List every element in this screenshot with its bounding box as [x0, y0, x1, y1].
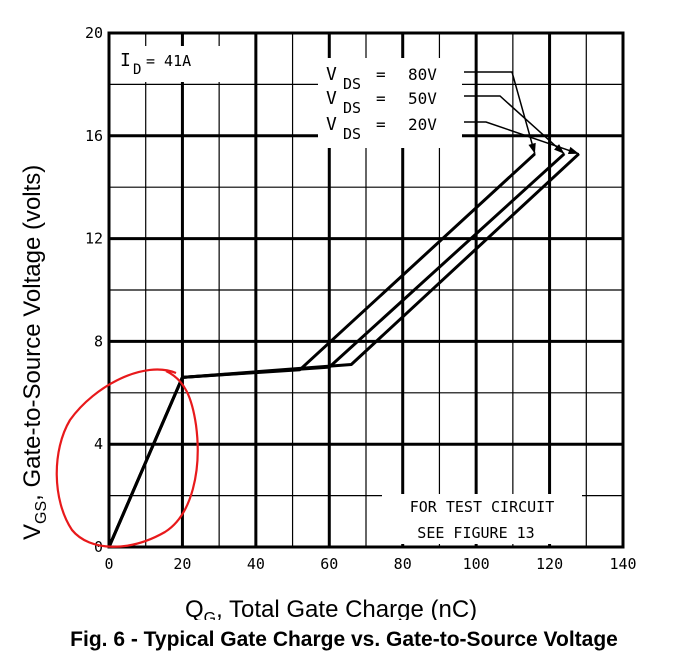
y-axis-title: VGS, Gate-to-Source Voltage (volts) — [19, 165, 50, 540]
test-note-line-1: FOR TEST CIRCUIT — [410, 498, 555, 516]
leader-line-80v — [464, 71, 536, 154]
legend-20v-v: V — [326, 114, 337, 135]
series-line-50v — [107, 152, 566, 548]
test-note-background — [382, 494, 582, 544]
y-tick-label: 12 — [85, 230, 103, 248]
y-tick-label: 20 — [85, 24, 103, 42]
x-tick-label: 120 — [536, 555, 563, 573]
leader-arrow-20v — [567, 146, 579, 155]
test-note-line-2: SEE FIGURE 13 — [417, 524, 534, 542]
x-tick-label: 40 — [247, 555, 265, 573]
plot-frame — [107, 31, 625, 549]
drain-current-annotation: I D = 41A — [120, 50, 191, 78]
leader-line-20v — [464, 121, 580, 155]
id-annotation-value: = 41A — [146, 52, 191, 70]
legend-80v-v: V — [326, 64, 337, 85]
x-tick-label: 100 — [463, 555, 490, 573]
legend-20v-sub: DS — [343, 125, 361, 143]
major-grid — [109, 33, 623, 547]
series-lines — [107, 152, 580, 548]
legend-50v-v: V — [326, 88, 337, 109]
y-tick-label: 0 — [94, 538, 103, 556]
series-line-20v — [107, 152, 580, 548]
legend-50v-eq: = — [376, 89, 386, 108]
y-tick-label: 16 — [85, 127, 103, 145]
x-tick-label: 0 — [104, 555, 113, 573]
y-tick-label: 4 — [94, 435, 103, 453]
figure-caption: Fig. 6 - Typical Gate Charge vs. Gate-to… — [70, 628, 618, 651]
x-tick-label: 80 — [394, 555, 412, 573]
legend-50v-value: 50V — [408, 89, 437, 108]
legend-entry-80v: V DS = 80V — [326, 64, 437, 93]
leader-arrow-80v — [528, 142, 536, 154]
y-axis-title-rest: , Gate-to-Source Voltage (volts) — [19, 165, 46, 501]
x-tick-label: 140 — [609, 555, 636, 573]
y-axis-title-main: VGS, Gate-to-Source Voltage (volts) — [19, 165, 50, 540]
x-axis-title-main: QG, Total Gate Charge (nC) — [185, 596, 477, 620]
minor-grid — [109, 33, 623, 547]
x-tick-labels: 0 20 40 60 80 100 120 140 — [104, 555, 636, 573]
id-annotation-background — [112, 46, 224, 82]
x-tick-label: 20 — [173, 555, 191, 573]
x-tick-label: 60 — [320, 555, 338, 573]
legend-20v-eq: = — [376, 115, 386, 134]
leader-line-50v — [464, 95, 565, 155]
x-axis-title: QG, Total Gate Charge (nC) — [185, 596, 477, 620]
id-annotation-i: I — [120, 50, 131, 71]
y-axis-title-v: V — [19, 524, 46, 540]
legend-80v-eq: = — [376, 65, 386, 84]
legend-entry-20v: V DS = 20V — [326, 114, 437, 143]
x-axis-title-q: Q — [185, 596, 204, 620]
x-axis-title-rest: , Total Gate Charge (nC) — [216, 596, 477, 620]
legend-leaders — [464, 71, 580, 155]
legend-50v-sub: DS — [343, 99, 361, 117]
legend-entry-50v: V DS = 50V — [326, 88, 437, 117]
id-annotation-sub: D — [133, 62, 141, 78]
x-axis-title-sub: G — [204, 610, 216, 620]
gate-charge-chart: V DS = 80V V DS = 50V V DS = 20V I D = 4… — [19, 24, 637, 620]
y-tick-label: 8 — [94, 332, 103, 350]
series-line-80v — [107, 152, 536, 548]
y-tick-labels: 0 4 8 12 16 20 — [85, 24, 103, 556]
legend-background — [318, 58, 462, 148]
legend-80v-sub: DS — [343, 75, 361, 93]
y-axis-title-sub: GS — [33, 501, 50, 524]
legend-20v-value: 20V — [408, 115, 437, 134]
legend-80v-value: 80V — [408, 65, 437, 84]
red-highlight-circle — [55, 368, 199, 548]
leader-arrow-50v — [554, 144, 565, 154]
